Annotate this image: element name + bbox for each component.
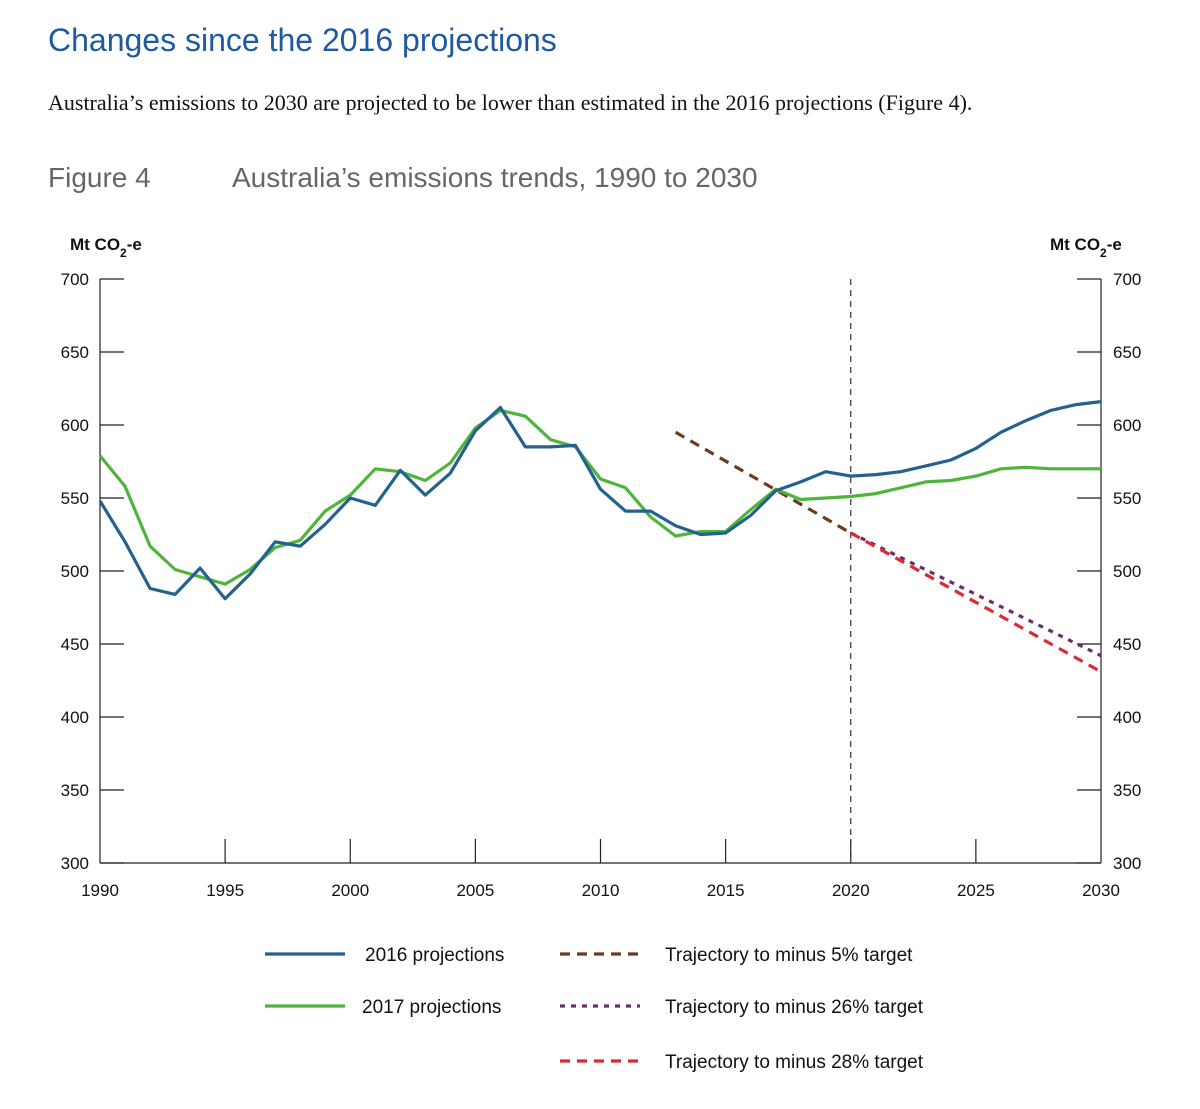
x-tick-label: 2005 <box>456 881 494 900</box>
legend-label-4: Trajectory to minus 28% target <box>665 1052 924 1073</box>
legend-label-3: Trajectory to minus 26% target <box>665 997 924 1018</box>
legend-label-1: 2017 projections <box>362 997 501 1018</box>
intro-text: Australia’s emissions to 2030 are projec… <box>48 90 973 115</box>
x-tick-label: 1995 <box>206 881 244 900</box>
figure-number: Figure 4 <box>48 162 151 193</box>
y-tick-label-right: 350 <box>1113 781 1141 800</box>
y-tick-label-left: 550 <box>61 489 89 508</box>
x-tick-label: 2020 <box>832 881 870 900</box>
series-line-3 <box>850 531 1102 658</box>
y-tick-label-right: 400 <box>1113 708 1141 727</box>
y-tick-label-left: 450 <box>61 635 89 654</box>
right-unit-label: Mt CO2-e <box>1050 235 1122 260</box>
x-tick-label: 2030 <box>1082 881 1120 900</box>
x-tick-label: 2000 <box>331 881 369 900</box>
y-tick-label-left: 400 <box>61 708 89 727</box>
x-tick-label: 2015 <box>707 881 745 900</box>
y-tick-label-left: 600 <box>61 416 89 435</box>
y-tick-label-left: 350 <box>61 781 89 800</box>
section-title: Changes since the 2016 projections <box>48 22 557 58</box>
x-tick-label: 1990 <box>81 881 119 900</box>
legend-label-0: 2016 projections <box>365 945 504 966</box>
y-tick-label-right: 450 <box>1113 635 1141 654</box>
y-tick-label-right: 550 <box>1113 489 1141 508</box>
x-tick-label: 2010 <box>582 881 620 900</box>
x-tick-label: 2025 <box>957 881 995 900</box>
series-line-1 <box>98 408 1101 586</box>
y-tick-label-right: 700 <box>1113 270 1141 289</box>
y-tick-label-right: 500 <box>1113 562 1141 581</box>
legend-label-2: Trajectory to minus 5% target <box>665 945 913 966</box>
y-tick-label-left: 700 <box>61 270 89 289</box>
y-tick-label-right: 650 <box>1113 343 1141 362</box>
series-line-2 <box>674 430 852 535</box>
series-line-0 <box>98 400 1102 601</box>
series-line-4 <box>850 531 1102 674</box>
y-tick-label-right: 300 <box>1113 854 1141 873</box>
y-tick-label-left: 500 <box>61 562 89 581</box>
y-tick-label-left: 650 <box>61 343 89 362</box>
y-tick-label-left: 300 <box>61 854 89 873</box>
y-tick-label-right: 600 <box>1113 416 1141 435</box>
left-unit-label: Mt CO2-e <box>70 235 142 260</box>
figure-title: Australia’s emissions trends, 1990 to 20… <box>232 162 758 193</box>
